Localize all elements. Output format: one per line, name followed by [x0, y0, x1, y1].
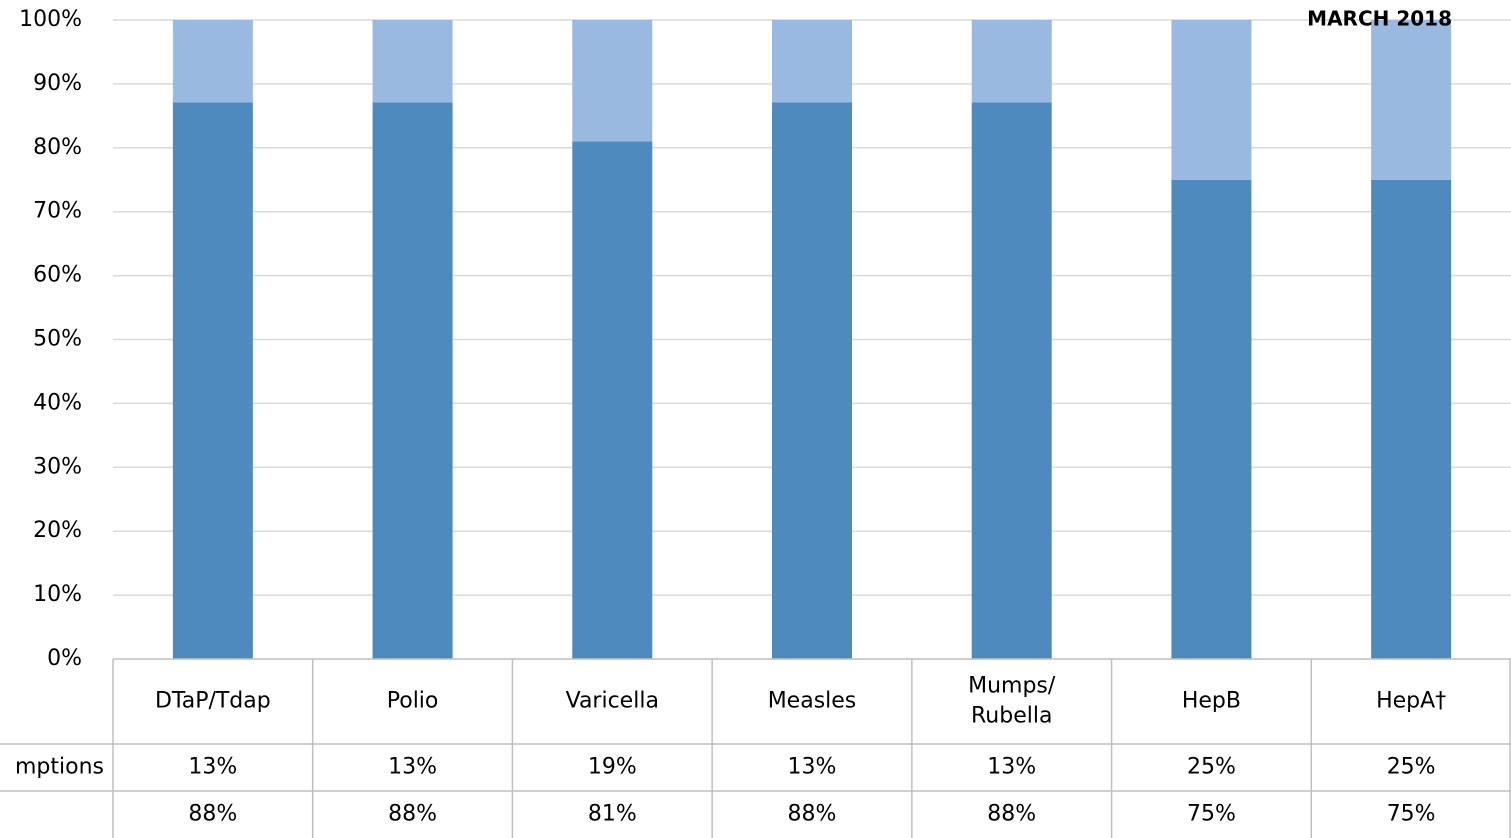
- bar-upper-0: [172, 20, 253, 103]
- category-label: Polio: [387, 689, 439, 714]
- y-tick-label: 100%: [19, 7, 82, 32]
- table-cell: 88%: [987, 802, 1036, 827]
- table-cell: 25%: [1387, 755, 1436, 780]
- category-label: Mumps/: [968, 674, 1056, 699]
- bar-upper-3: [772, 20, 852, 103]
- bar-lower-1: [372, 102, 453, 659]
- y-tick-label: 70%: [33, 199, 82, 224]
- table-cell: 13%: [388, 755, 437, 780]
- y-tick-label: 20%: [33, 518, 82, 543]
- table-row-label: mptions: [15, 755, 104, 780]
- y-tick-label: 60%: [33, 263, 82, 288]
- y-tick-label: 90%: [33, 71, 82, 96]
- bar-lower-0: [172, 102, 253, 659]
- bar-lower-3: [772, 102, 852, 659]
- y-tick-label: 50%: [33, 327, 82, 352]
- table-cell: 13%: [788, 755, 837, 780]
- bar-upper-5: [1171, 20, 1252, 180]
- table-cell: 81%: [588, 802, 637, 827]
- table-cell: 19%: [588, 755, 637, 780]
- bar-upper-2: [572, 20, 653, 142]
- y-tick-label: 80%: [33, 135, 82, 160]
- category-label: Varicella: [566, 689, 659, 714]
- y-tick-label: 10%: [33, 582, 82, 607]
- category-label: Measles: [768, 689, 857, 714]
- table-cell: 88%: [388, 802, 437, 827]
- bar-upper-4: [971, 20, 1052, 103]
- bar-upper-6: [1371, 20, 1452, 180]
- table-cell: 25%: [1187, 755, 1236, 780]
- table-cell: 13%: [987, 755, 1036, 780]
- chart-title: MARCH 2018: [1307, 7, 1452, 31]
- category-label: HepB: [1182, 689, 1241, 714]
- y-tick-label: 0%: [47, 646, 82, 671]
- category-label: HepA†: [1376, 689, 1446, 714]
- table-cell: 75%: [1387, 802, 1436, 827]
- category-label: DTaP/Tdap: [155, 689, 271, 714]
- table-cell: 13%: [188, 755, 237, 780]
- bar-lower-2: [572, 141, 653, 659]
- bar-lower-5: [1171, 179, 1252, 659]
- table-cell: 75%: [1187, 802, 1236, 827]
- table-cell: 88%: [188, 802, 237, 827]
- table-cell: 88%: [788, 802, 837, 827]
- bar-upper-1: [372, 20, 453, 103]
- y-tick-label: 30%: [33, 454, 82, 479]
- category-label: Rubella: [971, 704, 1052, 729]
- bar-lower-4: [971, 102, 1052, 659]
- y-tick-label: 40%: [33, 390, 82, 415]
- bar-lower-6: [1371, 179, 1452, 659]
